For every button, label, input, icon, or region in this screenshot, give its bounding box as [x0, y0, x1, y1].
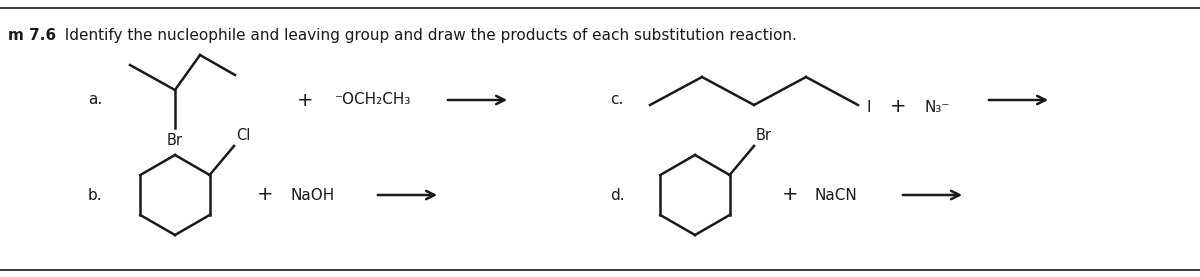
Text: +: +: [257, 186, 274, 204]
Text: Br: Br: [167, 133, 182, 148]
Text: N₃⁻: N₃⁻: [924, 99, 949, 114]
Text: m 7.6: m 7.6: [8, 28, 56, 43]
Text: NaCN: NaCN: [815, 188, 858, 202]
Text: I: I: [866, 99, 870, 114]
Text: b.: b.: [88, 188, 103, 202]
Text: ⁻OCH₂CH₃: ⁻OCH₂CH₃: [335, 93, 412, 107]
Text: d.: d.: [610, 188, 625, 202]
Text: a.: a.: [88, 93, 102, 107]
Text: Identify the nucleophile and leaving group and draw the products of each substit: Identify the nucleophile and leaving gro…: [55, 28, 797, 43]
Text: NaOH: NaOH: [290, 188, 335, 202]
Text: Br: Br: [756, 128, 772, 143]
Text: Cl: Cl: [236, 128, 251, 143]
Text: c.: c.: [610, 93, 623, 107]
Text: +: +: [781, 186, 798, 204]
Text: +: +: [889, 98, 906, 117]
Text: +: +: [296, 91, 313, 109]
